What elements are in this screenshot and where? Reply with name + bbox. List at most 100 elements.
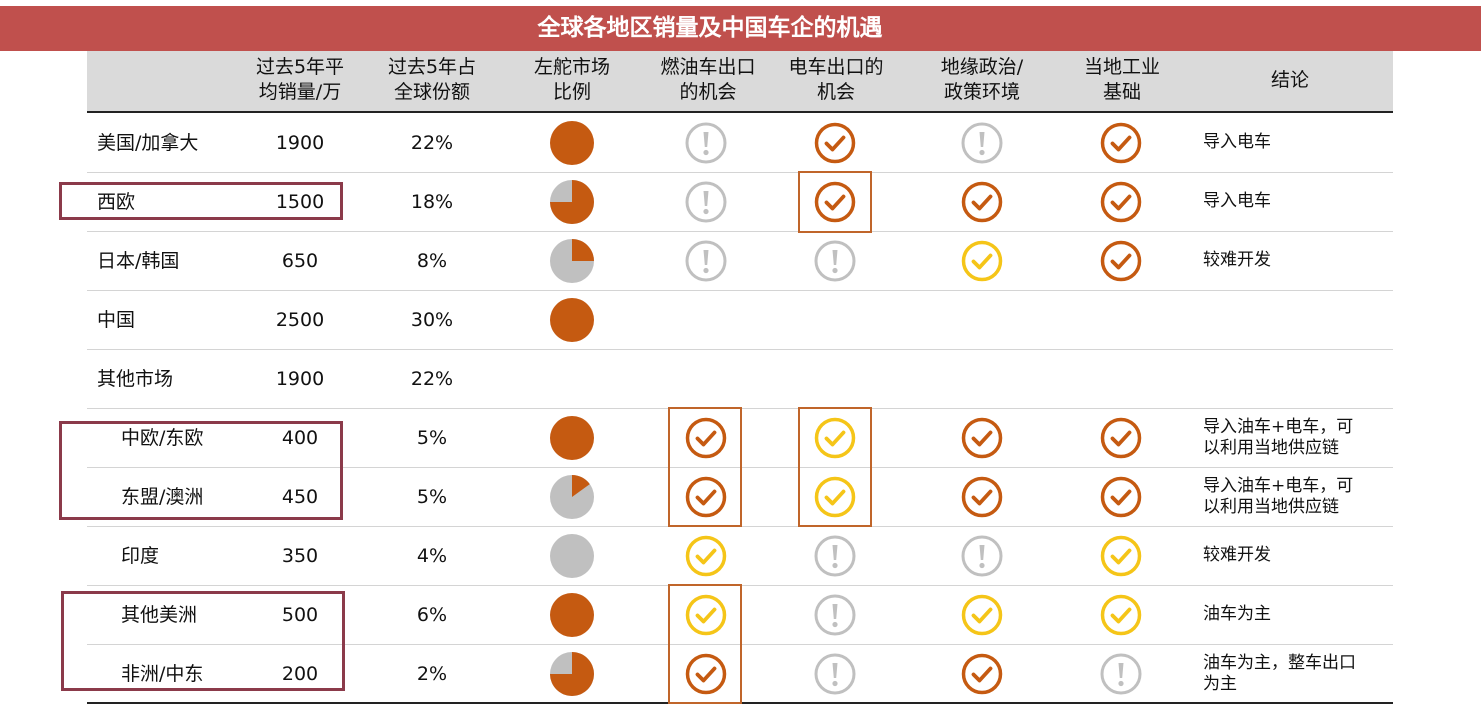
- region-label: 中国: [97, 308, 136, 331]
- share-value: 8%: [416, 249, 448, 272]
- conclusion-text: 导入油车+电车，可 以利用当地供应链: [1203, 475, 1354, 517]
- check-dark-icon: [959, 415, 1005, 461]
- region-label: 美国/加拿大: [97, 131, 199, 154]
- lhd-pie-chart: [549, 238, 595, 284]
- region-label: 其他美洲: [121, 603, 198, 626]
- check-yellow-icon: [812, 474, 858, 520]
- column-header-share: 过去5年占 全球份额: [387, 56, 477, 103]
- exclamation-icon: [812, 238, 858, 284]
- share-value: 2%: [416, 662, 448, 685]
- exclamation-icon: [959, 533, 1005, 579]
- exclamation-icon: [1098, 651, 1144, 697]
- region-label: 非洲/中东: [121, 662, 204, 685]
- row-separator: [87, 349, 1393, 350]
- title-banner: 全球各地区销量及中国车企的机遇: [0, 6, 1481, 51]
- sales-value: 400: [281, 426, 319, 449]
- lhd-pie-chart: [549, 592, 595, 638]
- check-dark-icon: [683, 474, 729, 520]
- check-yellow-icon: [683, 592, 729, 638]
- column-header-ice-export: 燃油车出口 的机会: [660, 56, 756, 103]
- conclusion-text: 较难开发: [1203, 250, 1271, 270]
- highlight-box-ev-cee-asean: [798, 407, 872, 527]
- exclamation-icon: [683, 238, 729, 284]
- exclamation-icon: [683, 179, 729, 225]
- check-yellow-icon: [683, 533, 729, 579]
- check-yellow-icon: [1098, 533, 1144, 579]
- column-header-geopolitics: 地缘政治/ 政策环境: [940, 56, 1024, 103]
- region-label: 印度: [121, 544, 160, 567]
- region-label: 东盟/澳洲: [121, 485, 204, 508]
- red-box-cee-asean: [59, 421, 343, 520]
- exclamation-icon: [812, 592, 858, 638]
- sales-value: 500: [281, 603, 319, 626]
- lhd-pie-chart: [549, 120, 595, 166]
- share-value: 4%: [416, 544, 448, 567]
- sales-value: 200: [281, 662, 319, 685]
- row-separator: [87, 290, 1393, 291]
- check-dark-icon: [683, 651, 729, 697]
- check-dark-icon: [812, 120, 858, 166]
- share-value: 5%: [416, 485, 448, 508]
- exclamation-icon: [959, 120, 1005, 166]
- conclusion-text: 导入电车: [1203, 132, 1271, 152]
- check-dark-icon: [1098, 179, 1144, 225]
- share-value: 5%: [416, 426, 448, 449]
- column-header-lhd: 左舵市场 比例: [533, 56, 610, 103]
- row-separator: [87, 172, 1393, 173]
- lhd-pie-chart: [549, 297, 595, 343]
- column-header-conclusion: 结论: [1270, 68, 1309, 91]
- lhd-pie-chart: [549, 474, 595, 520]
- header-divider: [87, 111, 1393, 113]
- lhd-pie-chart: [549, 415, 595, 461]
- column-header-industry: 当地工业 基础: [1083, 56, 1160, 103]
- page-title: 全球各地区销量及中国车企的机遇: [537, 15, 883, 41]
- share-value: 18%: [410, 190, 454, 213]
- exclamation-icon: [812, 651, 858, 697]
- check-yellow-icon: [959, 238, 1005, 284]
- exclamation-icon: [812, 533, 858, 579]
- lhd-pie-chart: [549, 651, 595, 697]
- red-box-west-europe: [59, 182, 343, 220]
- check-dark-icon: [1098, 120, 1144, 166]
- sales-value: 350: [281, 544, 319, 567]
- sales-value: 2500: [275, 308, 325, 331]
- conclusion-text: 导入电车: [1203, 191, 1271, 211]
- sales-value: 450: [281, 485, 319, 508]
- sales-value: 1500: [275, 190, 325, 213]
- region-label: 其他市场: [97, 367, 174, 390]
- conclusion-text: 油车为主，整车出口 为主: [1203, 652, 1356, 694]
- share-value: 30%: [410, 308, 454, 331]
- region-label: 西欧: [97, 190, 136, 213]
- highlight-box-ev-west-europe: [798, 171, 872, 233]
- conclusion-text: 较难开发: [1203, 545, 1271, 565]
- check-yellow-icon: [812, 415, 858, 461]
- sales-value: 650: [281, 249, 319, 272]
- check-dark-icon: [812, 179, 858, 225]
- check-dark-icon: [959, 179, 1005, 225]
- share-value: 22%: [410, 131, 454, 154]
- share-value: 22%: [410, 367, 454, 390]
- sales-value: 1900: [275, 131, 325, 154]
- table-header: [87, 51, 1393, 111]
- row-separator: [87, 231, 1393, 232]
- check-dark-icon: [959, 474, 1005, 520]
- column-header-sales: 过去5年平 均销量/万: [255, 56, 345, 103]
- red-box-americas-africa: [61, 591, 345, 691]
- conclusion-text: 油车为主: [1203, 604, 1271, 624]
- check-dark-icon: [959, 651, 1005, 697]
- highlight-box-ice-americas-africa: [668, 584, 742, 704]
- region-label: 日本/韩国: [97, 249, 180, 272]
- check-dark-icon: [683, 415, 729, 461]
- share-value: 6%: [416, 603, 448, 626]
- exclamation-icon: [683, 120, 729, 166]
- column-header-ev-export: 电车出口的 机会: [788, 56, 884, 103]
- check-dark-icon: [1098, 474, 1144, 520]
- sales-value: 1900: [275, 367, 325, 390]
- region-label: 中欧/东欧: [121, 426, 204, 449]
- check-dark-icon: [1098, 415, 1144, 461]
- lhd-pie-chart: [549, 179, 595, 225]
- check-yellow-icon: [1098, 592, 1144, 638]
- conclusion-text: 导入油车+电车，可 以利用当地供应链: [1203, 416, 1354, 458]
- check-yellow-icon: [959, 592, 1005, 638]
- highlight-box-ice-cee-asean: [668, 407, 742, 527]
